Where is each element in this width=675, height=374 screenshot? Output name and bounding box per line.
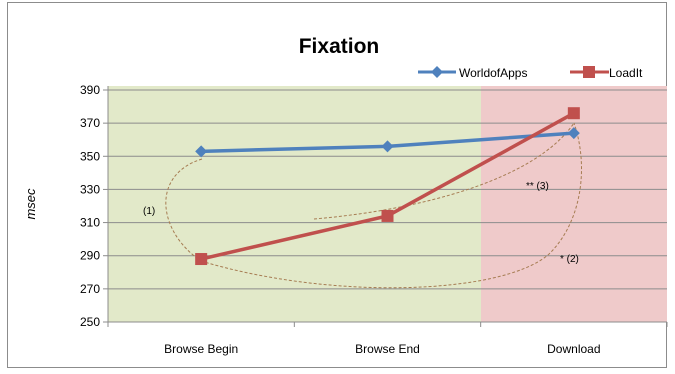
y-tick-label: 290: [80, 249, 100, 263]
background-region-download: [481, 86, 667, 322]
y-tick-label: 390: [80, 83, 100, 97]
annotation-2: * (2): [560, 254, 579, 265]
y-tick-labels: 250 270 290 310 330 350 370 390: [80, 83, 100, 329]
data-point-worldofapps: [381, 140, 394, 153]
annotation-curves: [165, 122, 583, 289]
annotation-3: ** (3): [526, 181, 549, 192]
annotation-curve-3: [313, 122, 575, 220]
legend-marker-worldofapps: [431, 66, 443, 78]
data-point-loadit: [567, 107, 580, 120]
x-tick-label: Download: [547, 342, 600, 356]
legend-label-loadit: LoadIt: [609, 66, 643, 80]
x-tick-label: Browse End: [355, 342, 420, 356]
data-point-worldofapps: [195, 145, 208, 158]
annotation-1: (1): [143, 206, 155, 217]
series-layer: [195, 107, 580, 266]
background-region-browse: [108, 86, 481, 322]
x-tick-label: Browse Begin: [164, 342, 238, 356]
legend-marker-loadit: [583, 66, 595, 78]
y-tick-label: 370: [80, 116, 100, 130]
y-tick-label: 330: [80, 182, 100, 196]
legend-label-worldofapps: WorldofApps: [459, 66, 527, 80]
annotation-curve-1: [165, 158, 203, 262]
data-point-loadit: [195, 253, 208, 266]
x-tick-labels: Browse Begin Browse End Download: [164, 342, 600, 356]
y-tick-label: 350: [80, 149, 100, 163]
y-tick-label: 270: [80, 282, 100, 296]
data-point-loadit: [381, 209, 394, 222]
data-point-worldofapps: [567, 127, 580, 140]
y-axis-label: msec: [23, 188, 38, 220]
chart-title: Fixation: [299, 35, 380, 58]
y-tick-label: 310: [80, 216, 100, 230]
x-tick-marks: [107, 322, 668, 327]
legend: WorldofApps LoadIt: [418, 66, 643, 80]
y-tick-label: 250: [80, 315, 100, 329]
annotation-curve-2: [200, 122, 583, 289]
